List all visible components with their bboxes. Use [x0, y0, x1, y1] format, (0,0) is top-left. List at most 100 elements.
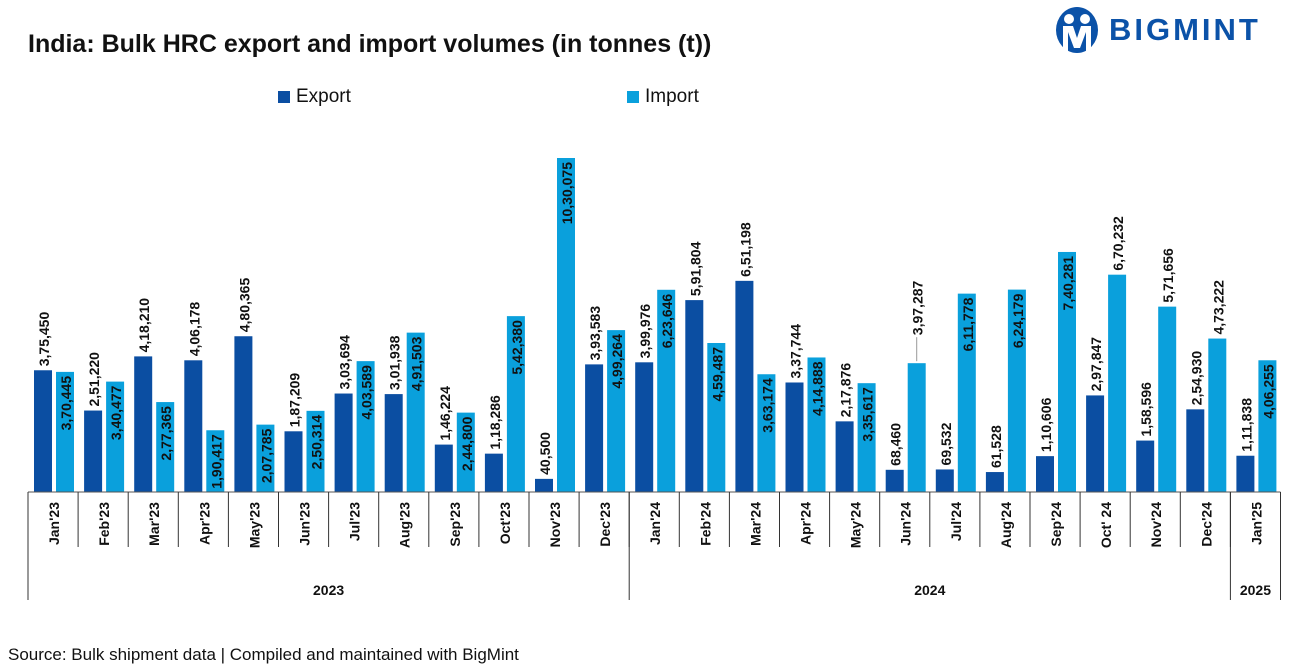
data-label-import: 2,50,314	[309, 415, 325, 470]
bar-export	[1136, 440, 1155, 492]
bar-export	[735, 280, 754, 492]
bar-export	[34, 370, 52, 492]
data-label-export: 4,18,210	[136, 298, 152, 353]
month-tick-label: Aug'23	[397, 502, 413, 548]
bar-import	[907, 363, 926, 492]
month-tick-label: Jul'24	[948, 502, 964, 541]
legend-export: Export	[278, 86, 351, 108]
bar-import	[406, 332, 425, 492]
data-label-import: 4,03,589	[359, 365, 375, 420]
month-tick-label: Sep'23	[447, 502, 463, 547]
bar-import	[106, 381, 125, 492]
bar-export	[234, 336, 253, 492]
month-tick-label: Jul'23	[347, 502, 363, 541]
month-tick-label: Nov'24	[1148, 502, 1164, 548]
bar-import	[557, 158, 575, 492]
legend-label-import: Import	[645, 86, 699, 107]
month-tick-label: Mar'24	[747, 502, 763, 546]
bar-import	[1007, 289, 1026, 492]
data-label-import: 7,40,281	[1060, 256, 1076, 311]
data-label-import: 4,99,264	[609, 334, 625, 389]
month-tick-label: Dec'24	[1198, 502, 1214, 547]
logo-text: BIGMINT	[1109, 12, 1261, 47]
bar-export	[84, 410, 103, 492]
source-note: Source: Bulk shipment data | Compiled an…	[8, 645, 519, 664]
data-label-export: 4,06,178	[186, 302, 202, 357]
data-label-export: 3,37,744	[788, 324, 804, 379]
bar-export	[1036, 456, 1054, 492]
data-label-export: 2,51,220	[86, 352, 102, 407]
data-label-export: 2,54,930	[1188, 351, 1204, 406]
data-label-export: 1,18,286	[487, 395, 503, 450]
bar-import	[456, 412, 475, 492]
bar-export	[384, 394, 403, 492]
bar-export	[885, 469, 904, 492]
data-label-import: 5,42,380	[509, 320, 525, 375]
bar-export	[785, 382, 804, 492]
data-label-import: 4,59,487	[709, 347, 725, 402]
data-label-export: 5,91,804	[687, 241, 703, 296]
bar-export	[935, 469, 954, 492]
month-tick-label: Jun'23	[297, 502, 313, 546]
month-tick-label: Jan'25	[1248, 502, 1264, 545]
data-label-import: 4,73,222	[1210, 280, 1226, 335]
bar-export	[284, 431, 303, 492]
data-label-export: 1,10,606	[1038, 397, 1054, 452]
data-label-export: 1,46,224	[437, 386, 453, 441]
data-label-export: 40,500	[537, 432, 553, 475]
bar-export	[1236, 455, 1255, 492]
month-tick-label: Jun'24	[898, 502, 914, 546]
month-tick-label: Apr'24	[798, 502, 814, 545]
legend-label-export: Export	[296, 86, 351, 107]
bar-export	[585, 364, 604, 492]
bar-import	[757, 374, 776, 492]
month-tick-label: Nov'23	[547, 502, 563, 548]
bar-export	[1086, 395, 1105, 492]
month-tick-label: Jan'23	[46, 502, 62, 545]
data-label-export: 3,93,583	[587, 306, 603, 361]
bar-chart: 3,75,450 3,70,445 Jan'23 2,51,220 3,40,477 Fe…	[27, 158, 1281, 600]
month-tick-label: Mar'23	[146, 502, 162, 546]
bar-import	[156, 402, 175, 492]
month-tick-label: Oct' 24	[1098, 502, 1114, 548]
month-tick-label: Feb'24	[697, 502, 713, 546]
bar-import	[206, 430, 225, 492]
data-label-import: 2,44,800	[459, 416, 475, 471]
chart-title: India: Bulk HRC export and import volume…	[28, 30, 712, 58]
month-tick-label: Feb'23	[96, 502, 112, 546]
data-label-export: 1,11,838	[1238, 398, 1254, 452]
bar-export	[134, 356, 153, 492]
data-label-export: 2,17,876	[838, 363, 854, 418]
bar-import	[1058, 251, 1076, 492]
data-label-import: 3,35,617	[860, 387, 876, 442]
data-label-export: 1,58,596	[1138, 382, 1154, 437]
month-tick-label: May'24	[848, 502, 864, 548]
legend-swatch-import	[627, 91, 639, 103]
month-tick-label: Apr'23	[196, 502, 212, 545]
data-label-import: 4,14,888	[810, 361, 826, 416]
data-label-import: 6,24,179	[1010, 293, 1026, 348]
data-label-import: 1,90,417	[208, 434, 224, 489]
data-label-import: 4,91,503	[409, 336, 425, 391]
data-label-import: 5,71,656	[1160, 248, 1176, 303]
bar-import	[356, 361, 375, 492]
month-tick-label: Oct'23	[497, 502, 513, 544]
legend-import: Import	[627, 86, 699, 108]
year-label: 2023	[313, 582, 344, 598]
data-label-export: 1,87,209	[287, 373, 303, 428]
data-label-import: 6,70,232	[1110, 216, 1126, 271]
data-label-import: 2,77,365	[158, 406, 174, 461]
year-label: 2025	[1240, 582, 1271, 598]
bar-import	[1108, 274, 1127, 492]
bar-export	[985, 472, 1004, 492]
bigmint-logo-icon	[1056, 7, 1098, 53]
bar-export	[535, 478, 553, 492]
bar-export	[635, 362, 654, 492]
bar-import	[957, 293, 976, 492]
bar-import	[1158, 306, 1177, 492]
data-label-import: 10,30,075	[559, 162, 575, 224]
data-label-export: 3,99,976	[637, 304, 653, 359]
bar-export	[184, 360, 203, 492]
bar-import	[1208, 338, 1227, 492]
